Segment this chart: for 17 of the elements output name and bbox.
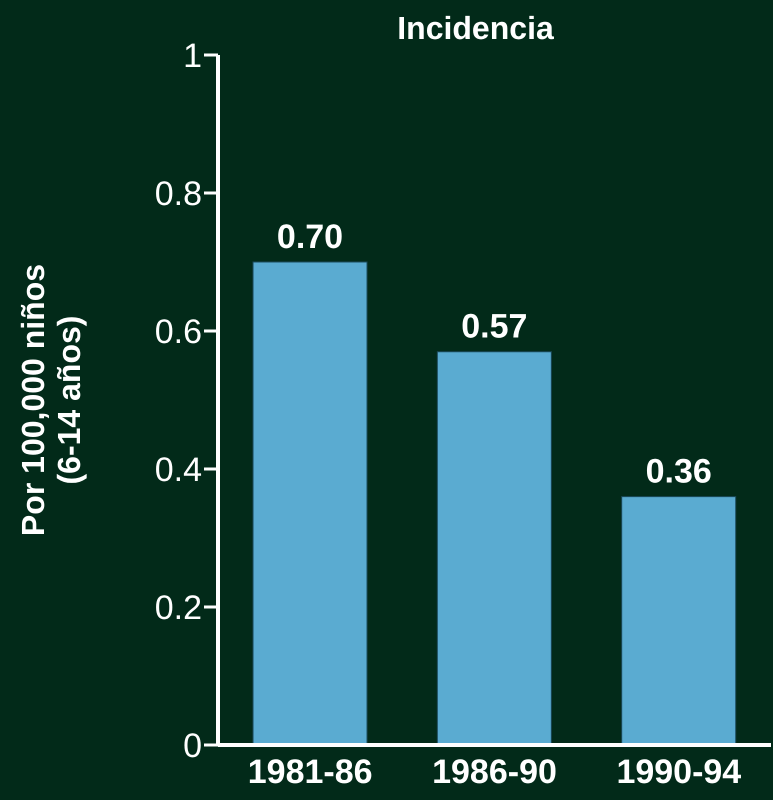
y-axis-title: Por 100,000 niños (6-14 años)	[15, 264, 87, 536]
bar	[252, 262, 368, 745]
y-tick-label: 1	[183, 37, 202, 76]
y-tick-label: 0.6	[154, 313, 202, 352]
bar	[436, 351, 552, 745]
y-tick-label: 0.2	[154, 589, 202, 628]
y-tick-label: 0.4	[154, 451, 202, 490]
y-tick-label: 0	[183, 727, 202, 766]
data-label: 0.36	[646, 452, 712, 491]
y-tick-label: 0.8	[154, 175, 202, 214]
x-tick-label: 1990-94	[616, 753, 742, 792]
chart-title: Incidencia	[396, 10, 555, 47]
x-tick-label: 1981-86	[248, 753, 373, 792]
data-label: 0.70	[276, 218, 344, 256]
x-tick-label: 1986-90	[432, 753, 557, 792]
data-label: 0.57	[461, 308, 528, 346]
bar	[621, 496, 736, 745]
